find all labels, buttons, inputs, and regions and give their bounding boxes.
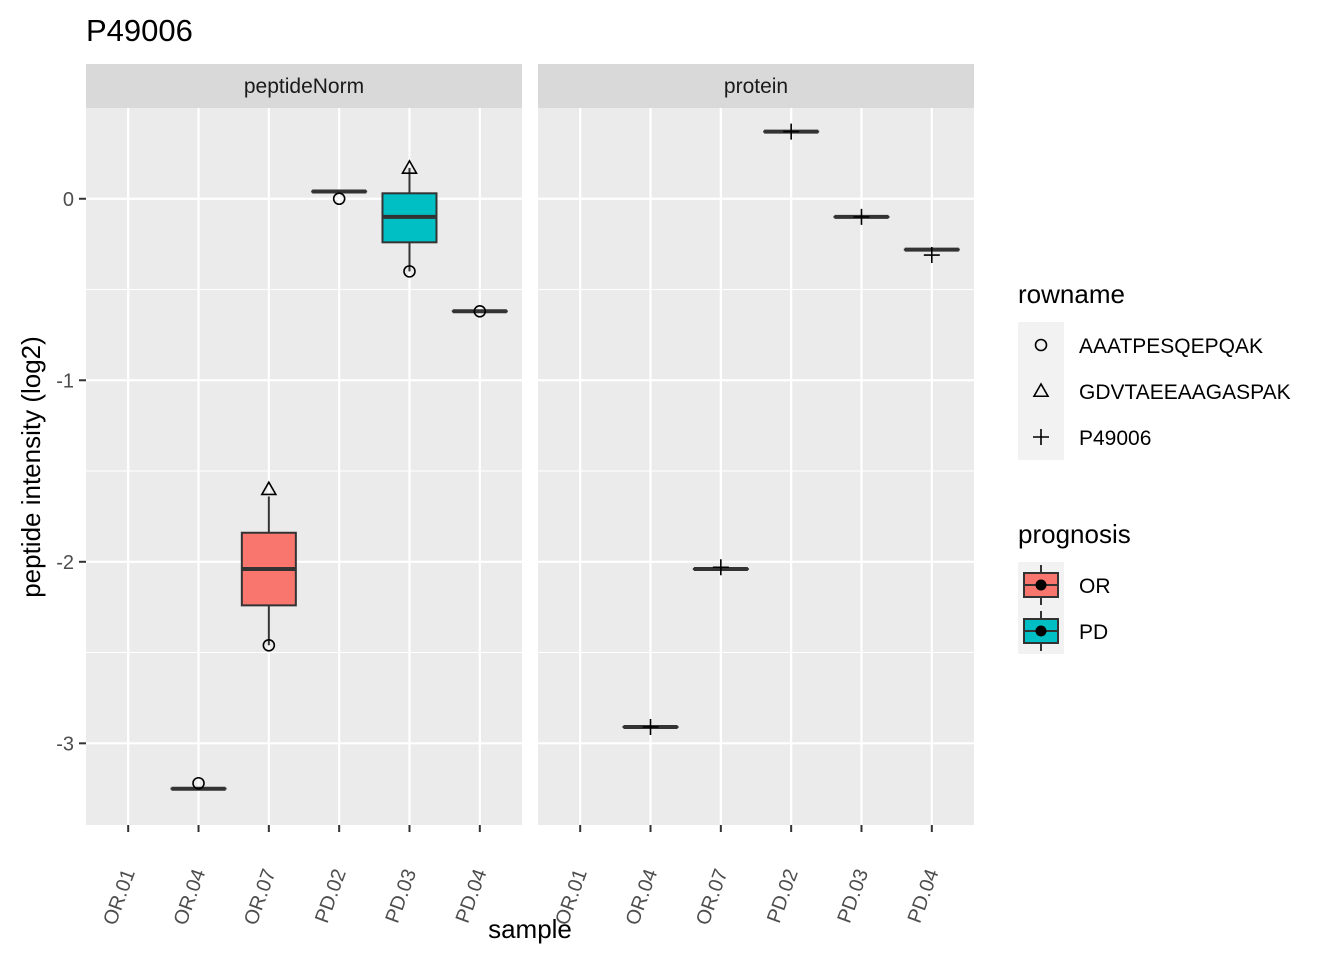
- data-point: [262, 638, 276, 652]
- x-axis-title: sample: [488, 914, 572, 944]
- legend-label: GDVTAEEAAGASPAK: [1079, 381, 1291, 404]
- facet-strip-label: protein: [724, 75, 788, 98]
- facet-panel-peptideNorm: peptideNorm OR.01 OR.04 OR.07 PD.02 PD.03 PD.0…: [56, 64, 522, 928]
- y-tick-label: 0: [63, 189, 74, 211]
- data-point: [783, 123, 800, 140]
- legend-label: OR: [1079, 575, 1111, 598]
- x-tick-label: PD.03: [381, 866, 421, 926]
- panel-background: [538, 108, 974, 825]
- legend-label: PD: [1079, 621, 1108, 644]
- data-point: [403, 265, 416, 278]
- data-point: [923, 247, 940, 264]
- y-tick-label: -3: [56, 733, 74, 755]
- legend-rowname: rowname AAATPESQEPQAK GDVTAEEAAGASPAK P4900…: [1018, 279, 1291, 460]
- data-point: [853, 208, 870, 225]
- box-PD.03: [381, 167, 438, 272]
- data-point: [332, 192, 346, 206]
- facet-strip-label: peptideNorm: [244, 75, 364, 98]
- data-point: [712, 559, 729, 576]
- legend-key-dot: [1035, 625, 1047, 637]
- x-tick-label: OR.01: [99, 866, 139, 928]
- data-point: [642, 718, 659, 735]
- legend-key-dot: [1035, 579, 1047, 591]
- legend-key-triangle: [1032, 382, 1050, 398]
- legend-prognosis: prognosis OR PD: [1018, 519, 1131, 654]
- y-tick-label: -1: [56, 370, 74, 392]
- legend-key-PD: [1023, 611, 1059, 651]
- x-tick-label: OR.07: [692, 866, 732, 928]
- x-tick-label: OR.04: [170, 866, 210, 928]
- x-tick-label: PD.03: [833, 866, 873, 926]
- facet-strip: [538, 64, 974, 108]
- legend-title: rowname: [1018, 279, 1125, 309]
- x-tick-label: PD.02: [311, 866, 351, 926]
- y-axis-title: peptide intensity (log2): [16, 336, 46, 598]
- x-tick-label: OR.07: [240, 866, 280, 928]
- data-point: [401, 159, 418, 174]
- box-OR.07: [240, 496, 297, 646]
- data-point: [260, 480, 278, 496]
- legend-label: P49006: [1079, 427, 1151, 450]
- y-tick-label: -2: [56, 552, 74, 574]
- data-point: [473, 305, 487, 318]
- data-point: [192, 776, 205, 790]
- legend-label: AAATPESQEPQAK: [1079, 335, 1263, 358]
- x-tick-label: PD.04: [452, 866, 492, 926]
- x-tick-label: OR.04: [622, 866, 662, 928]
- x-tick-label: PD.02: [763, 866, 803, 926]
- legend-key-plus: [1033, 429, 1049, 445]
- chart-title: P49006: [86, 13, 193, 48]
- x-tick-label: PD.04: [904, 866, 944, 926]
- panel-background: [86, 108, 522, 825]
- legend-key-OR: [1023, 565, 1059, 605]
- facet-panels: peptideNorm OR.01 OR.04 OR.07 PD.02 PD.03 PD.0…: [56, 64, 974, 928]
- legend-title: prognosis: [1018, 519, 1131, 549]
- facet-strip: [86, 64, 522, 108]
- legend-key-circle: [1034, 338, 1048, 352]
